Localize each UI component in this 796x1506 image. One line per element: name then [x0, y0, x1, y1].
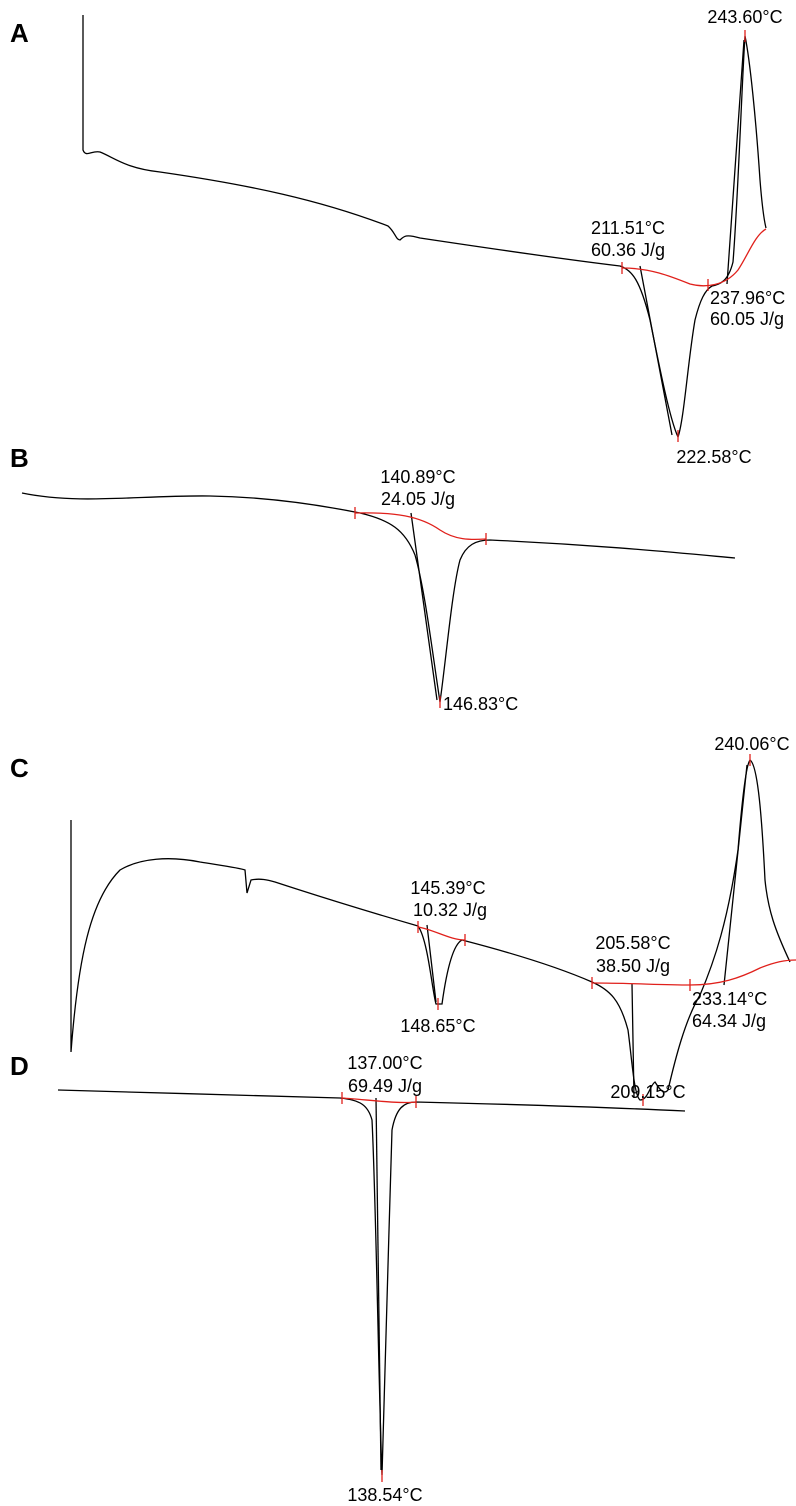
tick-marks: [417, 754, 751, 1106]
panel-c: C 240.06°C 145.39°C10.32 J/g 148.65°C 205.5…: [10, 734, 796, 1106]
baseline: [417, 926, 796, 986]
baseline: [354, 512, 487, 541]
annotation: 60.05 J/g: [710, 309, 784, 329]
thermogram-curve: [21, 492, 736, 703]
baseline: [341, 1097, 417, 1104]
annotation: 240.06°C: [714, 734, 789, 754]
tangent-line: [375, 1097, 382, 1471]
annotation: 222.58°C: [676, 447, 751, 467]
annotation: 205.58°C: [595, 933, 670, 953]
annotation: 237.96°C: [710, 288, 785, 308]
annotation: 38.50 J/g: [596, 956, 670, 976]
annotation: 24.05 J/g: [381, 489, 455, 509]
annotation: 64.34 J/g: [692, 1011, 766, 1031]
panel-d: D 137.00°C 69.49 J/g 138.54°C: [10, 1051, 686, 1505]
annotation: 69.49 J/g: [348, 1076, 422, 1096]
panel-label: B: [10, 443, 29, 473]
tick-marks: [621, 30, 746, 442]
annotation: 146.83°C: [443, 694, 518, 714]
annotation: 10.32 J/g: [413, 900, 487, 920]
annotation: 145.39°C: [410, 878, 485, 898]
panel-b: B 140.89°C24.05 J/g 146.83°C: [10, 443, 736, 714]
annotation: 138.54°C: [347, 1485, 422, 1505]
annotation: 140.89°C: [380, 467, 455, 487]
panel-label: A: [10, 18, 29, 48]
annotation: 233.14°C: [692, 989, 767, 1009]
tangent-line: [426, 764, 748, 1099]
annotation: 209.15°C: [610, 1082, 685, 1102]
annotation: 137.00°C: [347, 1053, 422, 1073]
panel-a: A 243.60°C 211.51°C60.36 J/g 237.96°C60.05…: [10, 7, 785, 467]
annotation: 148.65°C: [400, 1016, 475, 1036]
thermogram-curve: [57, 1089, 686, 1476]
annotation: 243.60°C: [707, 7, 782, 27]
tick-marks: [341, 1092, 417, 1482]
annotation: 60.36 J/g: [591, 240, 665, 260]
tangent-line: [410, 512, 438, 701]
tangent-line: [639, 39, 745, 436]
annotation: 211.51°C: [591, 218, 665, 238]
baseline: [621, 228, 767, 287]
tick-marks: [354, 507, 487, 708]
panel-label: D: [10, 1051, 29, 1081]
panel-label: C: [10, 753, 29, 783]
